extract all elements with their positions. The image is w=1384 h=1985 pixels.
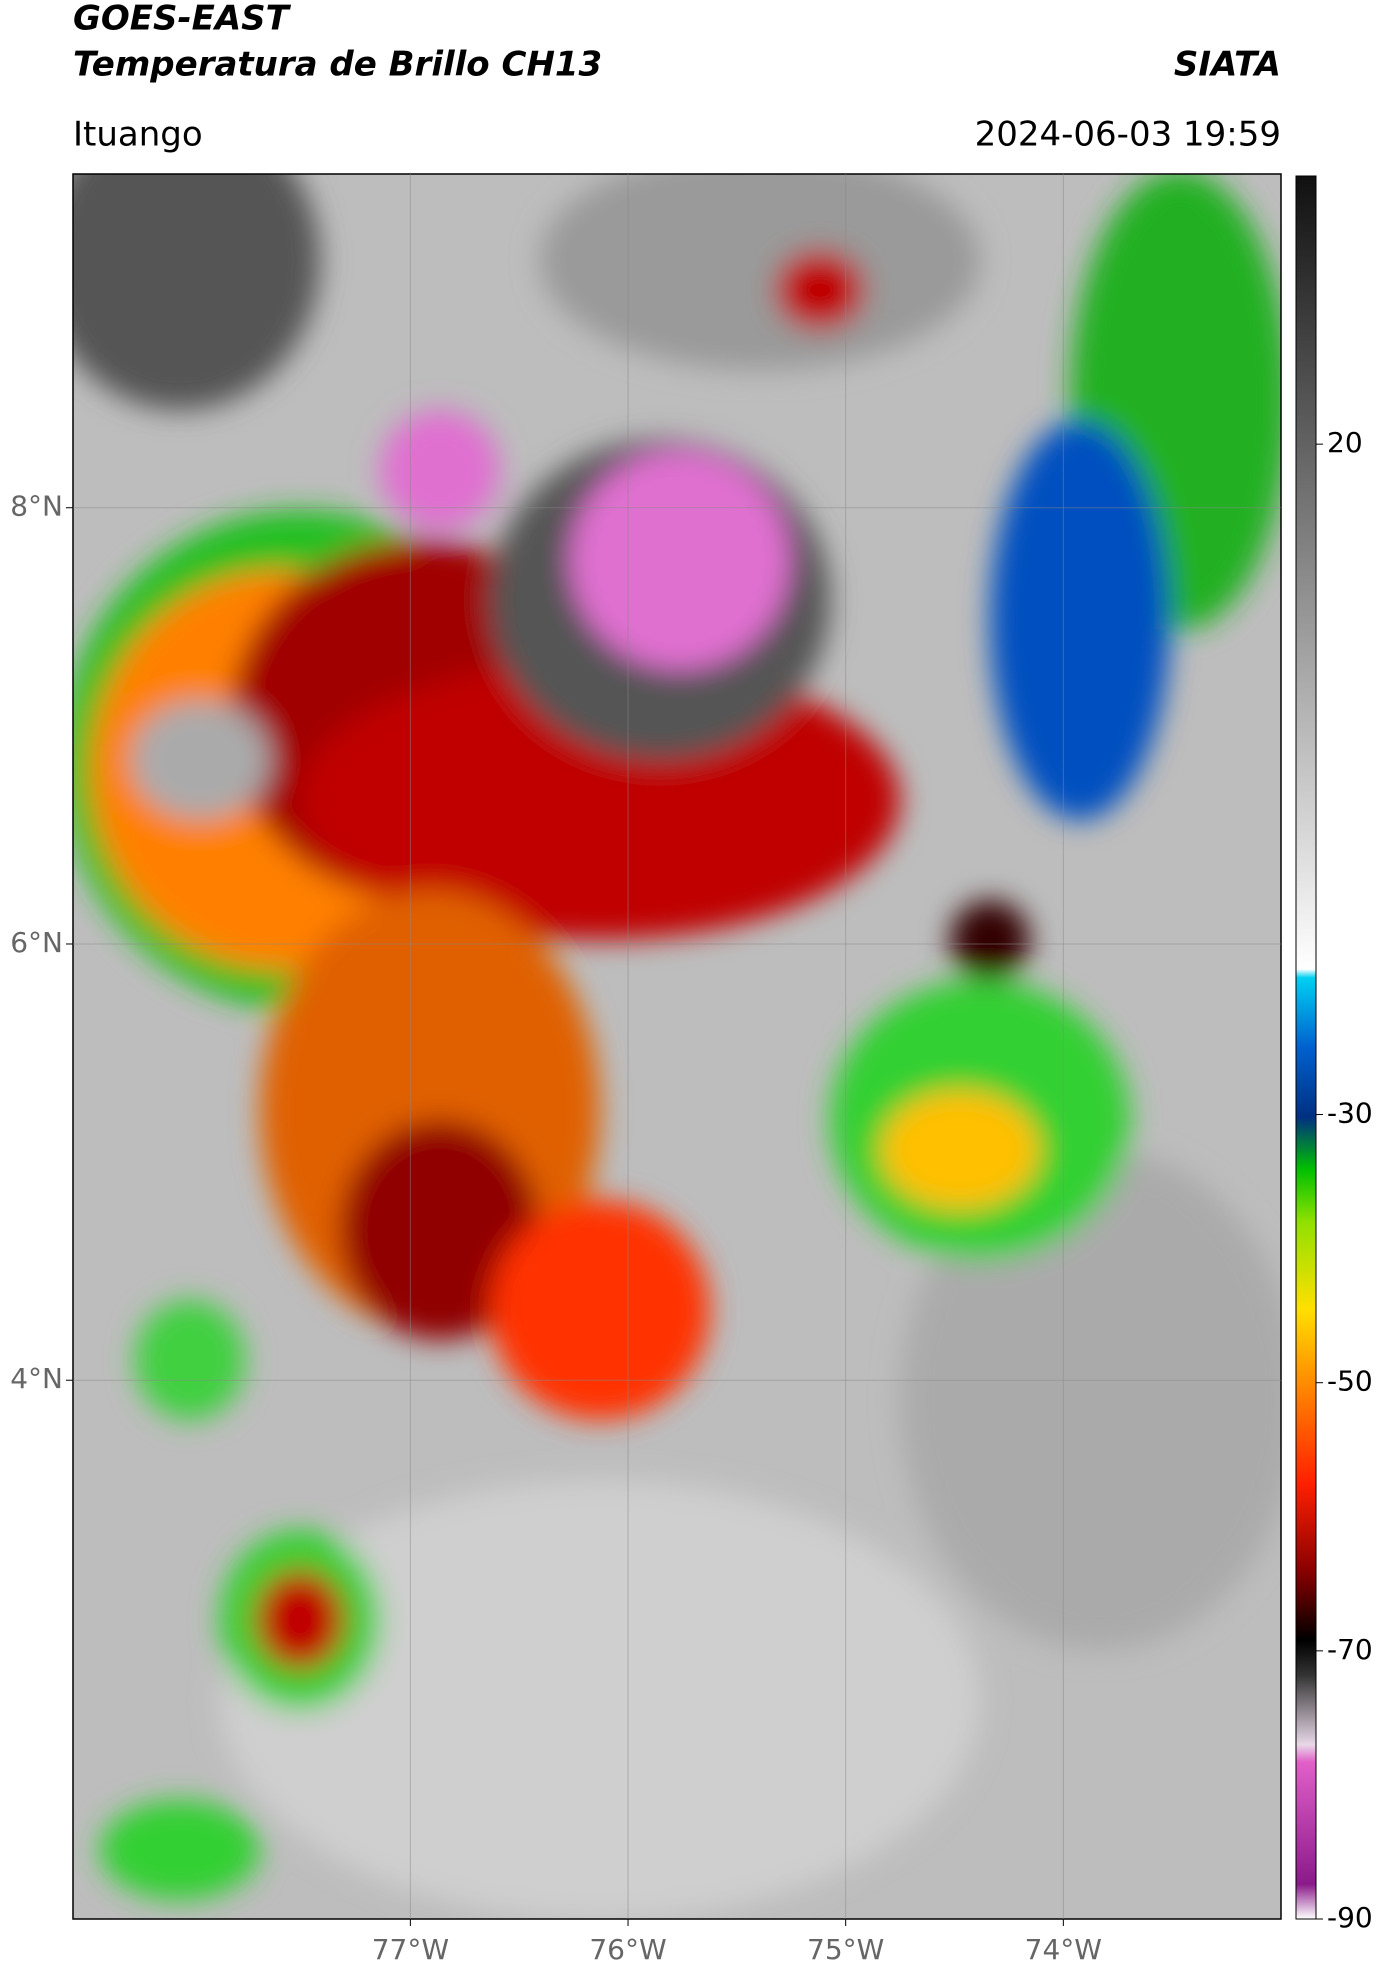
- map-frame: [72, 173, 1282, 1920]
- lat-tick-label: 6°N: [10, 926, 63, 959]
- title: GOES-EAST: [73, 0, 292, 39]
- colorbar-tick-label: -50: [1327, 1365, 1373, 1398]
- lon-tick-label: 75°W: [807, 1933, 884, 1966]
- location: Ituango: [73, 115, 203, 155]
- colorbar-tick-label: -90: [1327, 1901, 1373, 1934]
- source: SIATA: [1174, 45, 1281, 85]
- colorbar: [1295, 175, 1317, 1920]
- satellite-image: [73, 174, 1281, 1919]
- lon-tick-label: 77°W: [372, 1933, 449, 1966]
- lon-tick-label: 76°W: [589, 1933, 666, 1966]
- datetime: 2024-06-03 19:59: [975, 115, 1281, 155]
- lat-tick-label: 8°N: [10, 490, 63, 523]
- subtitle: Temperatura de Brillo CH13: [73, 45, 602, 85]
- colorbar-tick-label: -30: [1327, 1097, 1373, 1130]
- colorbar-tick-label: 20: [1327, 426, 1363, 459]
- lat-tick-label: 4°N: [10, 1362, 63, 1395]
- lon-tick-label: 74°W: [1025, 1933, 1102, 1966]
- colorbar-tick-label: -70: [1327, 1633, 1373, 1666]
